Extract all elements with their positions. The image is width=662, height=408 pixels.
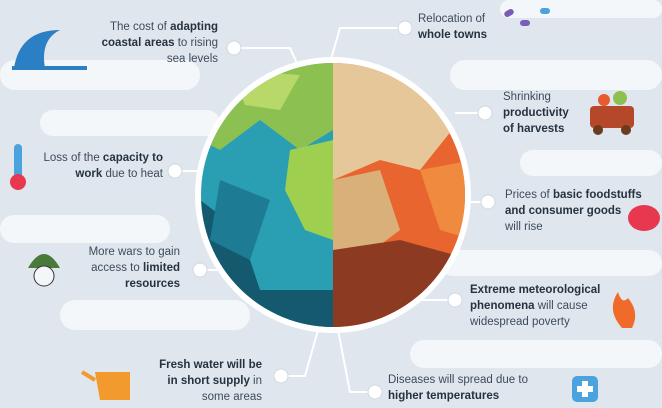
text-line: higher temperatures xyxy=(388,390,499,402)
text-line: will rise xyxy=(504,221,543,233)
text-line: Extreme meteorological xyxy=(470,284,600,296)
text-line: access to limited xyxy=(91,262,180,274)
item-text: Loss of the capacity to work due to heat xyxy=(43,152,163,180)
text-segment: limited xyxy=(143,262,180,274)
text-line: in short supply in xyxy=(167,375,262,387)
text-segment: and consumer goods xyxy=(505,205,621,217)
text-segment: work xyxy=(74,168,102,180)
text-segment: in xyxy=(250,375,262,387)
text-line: sea levels xyxy=(167,53,218,65)
text-line: The cost of adapting xyxy=(110,21,218,33)
text-segment: due to heat xyxy=(102,168,164,180)
text-segment: Prices of xyxy=(505,189,553,201)
text-segment: capacity to xyxy=(103,152,163,164)
item-text: Diseases will spread due to higher temper… xyxy=(388,374,528,402)
text-line: phenomena will cause xyxy=(470,300,588,312)
text-segment: Relocation of xyxy=(418,13,486,25)
text-line: of harvests xyxy=(503,123,564,135)
text-segment: adapting xyxy=(170,21,218,33)
text-line: Loss of the capacity to xyxy=(43,152,163,164)
text-segment: of harvests xyxy=(503,123,564,135)
text-segment: sea levels xyxy=(167,53,218,65)
text-segment: The cost of xyxy=(110,21,170,33)
icons xyxy=(10,8,660,402)
item-text: More wars to gain access to limited resour… xyxy=(89,246,180,290)
text-line: productivity xyxy=(503,107,569,119)
labels: The cost of adapting coastal areas to ris… xyxy=(43,13,641,403)
text-segment: higher temperatures xyxy=(388,390,499,402)
text-segment: access to xyxy=(91,262,143,274)
text-segment: coastal areas xyxy=(102,37,175,49)
text-segment: will rise xyxy=(504,221,543,233)
text-line: Fresh water will be xyxy=(159,359,262,371)
item-text: Relocation of whole towns xyxy=(417,13,487,41)
text-segment: Diseases will spread due to xyxy=(388,374,528,386)
text-segment: Loss of the xyxy=(43,152,102,164)
text-line: Relocation of xyxy=(418,13,486,25)
text-line: coastal areas to rising xyxy=(102,37,218,49)
text-line: whole towns xyxy=(417,29,487,41)
item-text: Extreme meteorological phenomena will cau… xyxy=(469,284,600,328)
text-line: Prices of basic foodstuffs xyxy=(505,189,642,201)
text-line: More wars to gain xyxy=(89,246,180,258)
text-segment: whole towns xyxy=(417,29,487,41)
text-line: widespread poverty xyxy=(469,316,570,328)
text-segment: basic foodstuffs xyxy=(553,189,642,201)
text-segment: will cause xyxy=(535,300,588,312)
text-segment: Fresh water will be xyxy=(159,359,262,371)
text-line: some areas xyxy=(202,391,262,403)
connector-dots xyxy=(167,20,496,400)
text-segment: phenomena xyxy=(470,300,535,312)
text-segment: to rising xyxy=(175,37,218,49)
text-segment: Extreme meteorological xyxy=(470,284,600,296)
text-segment: resources xyxy=(125,278,180,290)
clouds xyxy=(0,0,662,368)
item-text: Prices of basic foodstuffs and consumer g… xyxy=(504,189,642,233)
text-segment: More wars to gain xyxy=(89,246,180,258)
text-segment: some areas xyxy=(202,391,262,403)
text-segment: in short supply xyxy=(167,375,250,387)
text-segment: productivity xyxy=(503,107,569,119)
text-line: work due to heat xyxy=(74,168,163,180)
item-text: Fresh water will be in short supply in som… xyxy=(159,359,262,403)
text-line: resources xyxy=(125,278,180,290)
text-segment: widespread poverty xyxy=(469,316,570,328)
text-line: Shrinking xyxy=(503,91,551,103)
text-segment: Shrinking xyxy=(503,91,551,103)
item-text: Shrinking productivity of harvests xyxy=(503,91,569,135)
text-line: Diseases will spread due to xyxy=(388,374,528,386)
item-text: The cost of adapting coastal areas to ris… xyxy=(102,21,219,65)
text-line: and consumer goods xyxy=(505,205,621,217)
